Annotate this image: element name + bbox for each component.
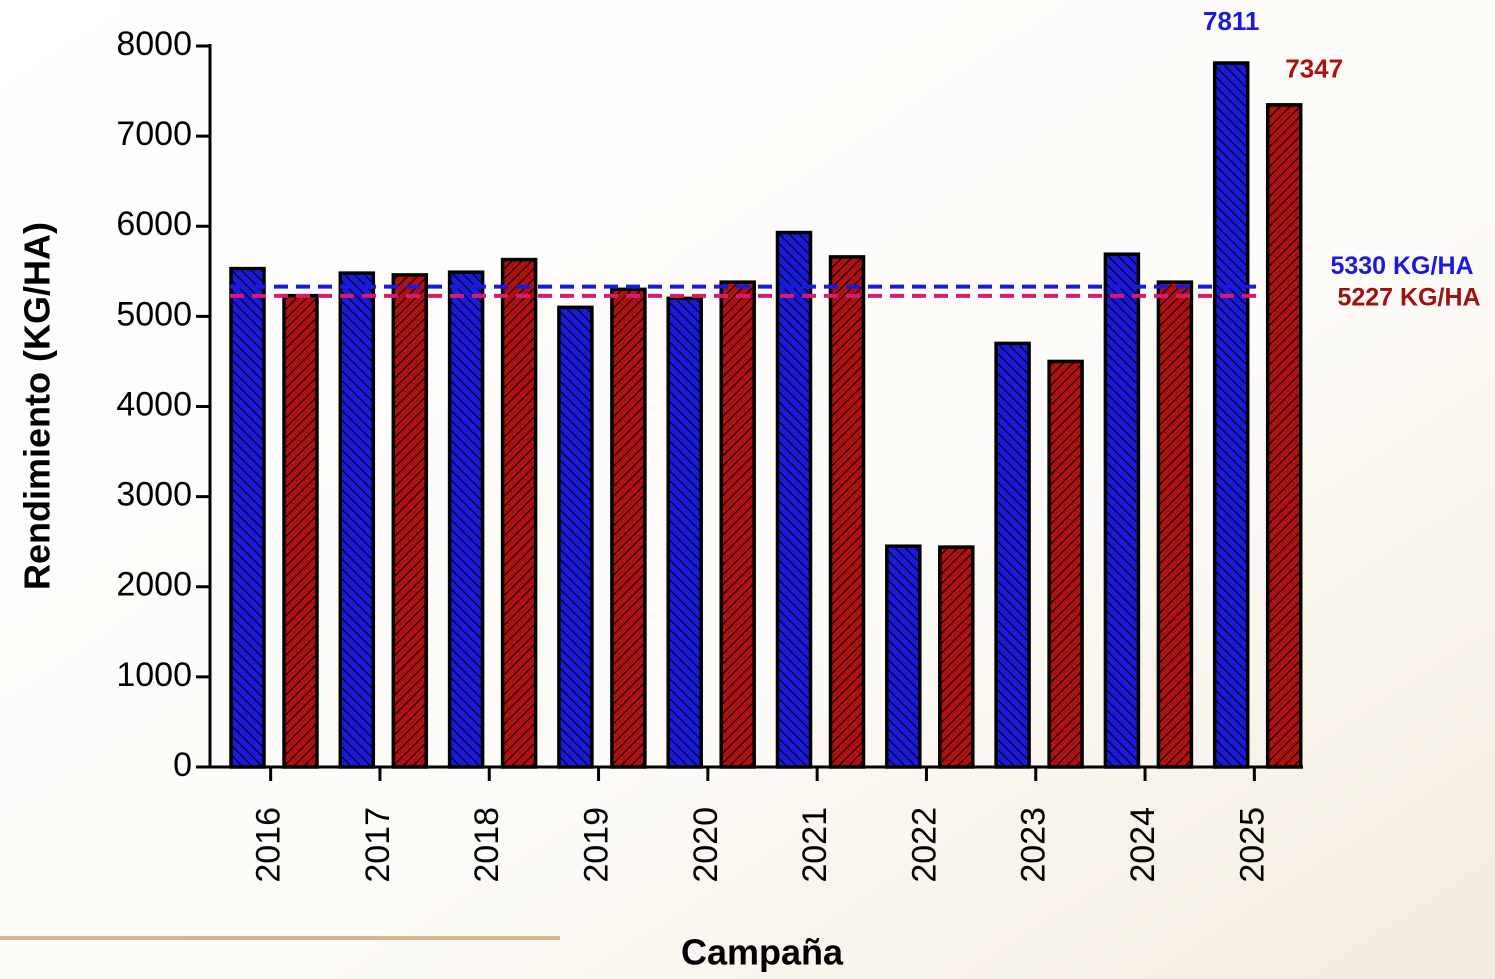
y-tick-label: 7000 <box>116 115 192 153</box>
x-tick-label: 2016 <box>250 807 288 883</box>
bar <box>557 305 594 769</box>
bar <box>282 293 319 769</box>
x-tick-label: 2020 <box>687 807 725 883</box>
bar <box>666 296 703 769</box>
bar <box>938 545 975 769</box>
bar <box>610 287 647 769</box>
y-tick-label: 8000 <box>116 25 192 63</box>
y-tick-label: 3000 <box>116 476 192 514</box>
x-axis-label: Campaña <box>681 932 844 973</box>
bar <box>719 280 756 769</box>
bar <box>447 270 485 769</box>
x-tick-label: 2021 <box>796 807 834 883</box>
x-tick-label: 2024 <box>1124 807 1162 883</box>
reference-label: 5227 KG/HA <box>1337 284 1480 312</box>
bar <box>1212 61 1250 769</box>
x-tick-label: 2018 <box>468 807 506 883</box>
bar <box>1265 103 1303 769</box>
y-axis-label: Rendimiento (KG/HA) <box>17 222 58 590</box>
x-tick-label: 2025 <box>1233 807 1271 883</box>
x-tick-label: 2022 <box>905 807 943 883</box>
y-tick-label: 1000 <box>116 656 192 694</box>
reference-label: 5330 KG/HA <box>1330 252 1473 280</box>
y-tick-label: 6000 <box>116 205 192 243</box>
y-tick-label: 2000 <box>116 566 192 604</box>
y-tick-label: 0 <box>173 746 192 784</box>
x-tick-label: 2023 <box>1015 807 1053 883</box>
bar <box>1156 280 1194 769</box>
data-label: 7347 <box>1285 54 1343 84</box>
x-tick-label: 2019 <box>578 807 616 883</box>
data-label: 7811 <box>1203 6 1259 36</box>
bar <box>391 273 429 769</box>
bar <box>885 544 922 769</box>
bar <box>338 271 376 769</box>
bar <box>994 341 1031 769</box>
y-tick-label: 4000 <box>116 385 192 423</box>
bar <box>500 257 538 769</box>
bar <box>828 255 866 769</box>
y-tick-label: 5000 <box>116 295 192 333</box>
bar <box>1103 252 1141 769</box>
x-tick-label: 2017 <box>359 807 397 883</box>
bar <box>229 266 266 769</box>
bar <box>775 230 813 769</box>
bar <box>1047 359 1084 769</box>
